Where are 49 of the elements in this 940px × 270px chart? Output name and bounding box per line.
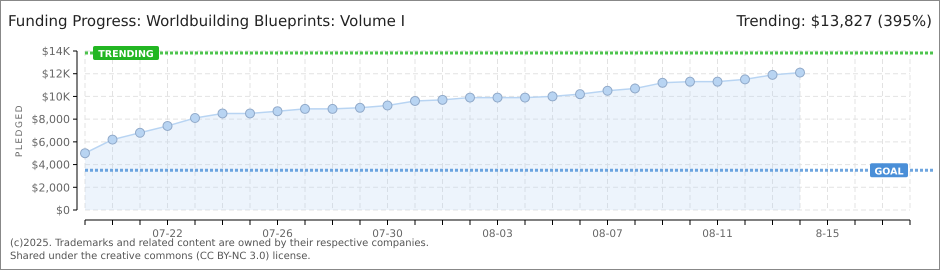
point xyxy=(410,96,420,106)
point xyxy=(300,104,310,114)
point xyxy=(328,104,338,114)
y-tick-label: $14K xyxy=(42,45,71,58)
point xyxy=(382,100,392,111)
point xyxy=(795,68,805,78)
x-tick-label: 08-07 xyxy=(592,228,623,240)
x-tick-label: 07-22 xyxy=(152,228,183,240)
point xyxy=(575,89,585,100)
x-tick-label: 08-03 xyxy=(482,228,513,240)
point xyxy=(740,74,750,84)
point xyxy=(685,76,695,87)
x-tick-label: 07-26 xyxy=(262,228,294,240)
point xyxy=(712,76,722,87)
text: (c)2025. Trademarks and related content are owned by their respective companies. xyxy=(10,238,429,249)
point xyxy=(438,94,448,105)
point xyxy=(548,91,558,102)
point xyxy=(135,128,145,138)
point xyxy=(658,78,668,88)
ref-line-label: TRENDING xyxy=(98,48,154,60)
x-tick-label: 07-30 xyxy=(372,228,403,240)
point xyxy=(162,120,172,131)
ref-line-label: GOAL xyxy=(874,166,904,178)
x-tick-label: 8-15 xyxy=(816,228,840,240)
y-tick-label: $12K xyxy=(42,68,71,81)
chart-title: Funding Progress: Worldbuilding Blueprints: Volume I xyxy=(8,12,406,30)
point xyxy=(272,106,282,116)
y-tick-label: $4,000 xyxy=(32,158,70,172)
y-tick-label: $8,000 xyxy=(32,113,70,126)
point xyxy=(355,102,365,113)
x-tick-label: 08-11 xyxy=(702,228,733,240)
point xyxy=(630,83,640,94)
point xyxy=(245,108,255,118)
point xyxy=(492,92,502,103)
point xyxy=(465,92,475,103)
point xyxy=(190,113,200,124)
point xyxy=(108,134,118,145)
point xyxy=(520,92,530,103)
chart-subtitle: Trending: $13,827 (395%) xyxy=(736,12,932,30)
y-axis-title: PLEDGED xyxy=(15,104,25,158)
y-tick-label: $2,000 xyxy=(32,181,70,194)
y-tick-label: $10K xyxy=(42,90,71,104)
point xyxy=(768,70,778,80)
point xyxy=(80,148,90,158)
text: Shared under the creative commons (CC BY-NC 3.0) license. xyxy=(10,251,311,262)
y-tick-label: $0 xyxy=(56,204,70,217)
point xyxy=(602,86,612,96)
point xyxy=(218,108,228,118)
y-tick-label: $6,000 xyxy=(32,136,70,149)
